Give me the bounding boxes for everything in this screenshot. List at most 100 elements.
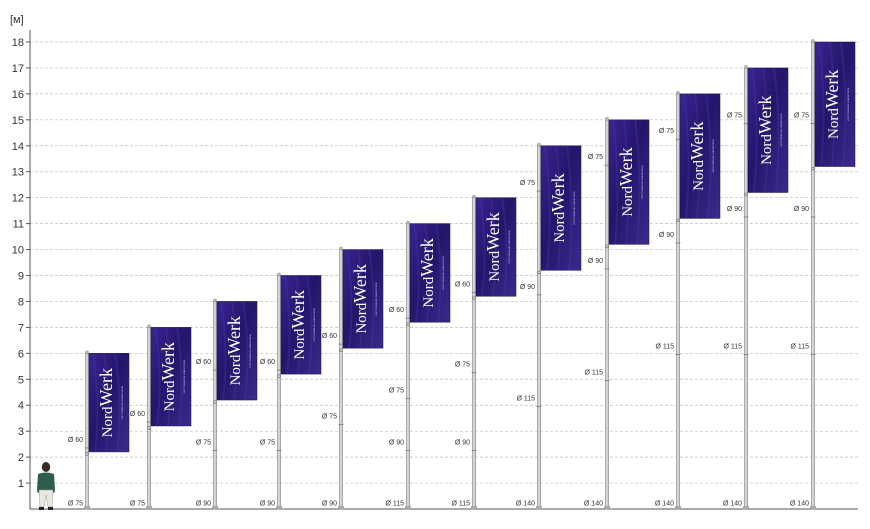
flag-ring xyxy=(811,166,815,171)
brand-logo-text: NordWerk xyxy=(288,290,308,359)
flagpole-base xyxy=(675,506,681,509)
diameter-label: Ø 115 xyxy=(385,500,404,507)
banner-flag-wave xyxy=(694,93,701,219)
banner-flag-wave xyxy=(413,223,420,323)
flagpole: Ø 140 Ø 115 Ø 90 Ø 75 NordWerk ИЗГОТОВЛЕНИЕ Ф… xyxy=(584,117,650,510)
brand-logo-part1: Nord xyxy=(620,185,636,216)
brand-logo-text: NordWerk xyxy=(417,238,437,307)
y-tick-label: 2 xyxy=(18,452,24,464)
banner-flag-wave xyxy=(612,119,619,245)
brand-logo-part2: Werk xyxy=(616,147,636,186)
brand-tagline: ИЗГОТОВЛЕНИЕ ФЛАГШТОКОВ xyxy=(508,230,511,264)
diameter-label: Ø 75 xyxy=(260,440,275,447)
diameter-label: Ø 75 xyxy=(130,500,145,507)
flagpole-finial xyxy=(406,220,410,225)
banner-flag-wave xyxy=(705,93,712,219)
banner-flag-wave xyxy=(368,249,375,349)
diameter-label: Ø 115 xyxy=(655,344,674,351)
diameter-label: Ø 90 xyxy=(794,206,809,213)
brand-logo-part2: Werk xyxy=(288,290,308,329)
banner-flag-wave xyxy=(103,353,110,453)
flag-ring xyxy=(339,348,343,352)
flag-ring xyxy=(744,192,748,197)
flagpole-base xyxy=(84,506,90,509)
banner-flag-wave xyxy=(242,301,249,401)
flagpole-shaft xyxy=(406,223,410,510)
diameter-label: Ø 90 xyxy=(322,500,337,507)
flagpole-finial xyxy=(537,142,541,147)
banner-flag-wave xyxy=(762,67,769,193)
flagpole-finial xyxy=(213,298,217,303)
diameter-label: Ø 90 xyxy=(389,440,404,447)
y-tick-label: 15 xyxy=(12,115,24,127)
flagpole: Ø 75 Ø 60 NordWerk ИЗГОТОВЛЕНИЕ ФЛАГШТОКОВ xyxy=(68,350,130,510)
banner-flag-wave xyxy=(634,119,641,245)
diameter-label: Ø 115 xyxy=(451,500,470,507)
banner-flag-wave xyxy=(829,41,836,167)
flagpole-finial xyxy=(472,194,476,199)
diameter-label: Ø 115 xyxy=(584,369,603,376)
y-tick-label: 18 xyxy=(12,37,24,49)
y-tick-label: 6 xyxy=(18,348,24,360)
y-tick-label: 1 xyxy=(18,478,24,490)
flagpole: Ø 90 Ø 75 Ø 60 NordWerk ИЗГОТОВЛЕНИЕ ФЛАГШТО… xyxy=(260,272,322,510)
brand-logo-part1: Nord xyxy=(552,211,568,242)
diameter-label: Ø 60 xyxy=(68,437,83,444)
brand-logo-part1: Nord xyxy=(162,380,178,411)
flagpole-base xyxy=(810,506,816,509)
banner-flag: NordWerk ИЗГОТОВЛЕНИЕ ФЛАГШТОКОВ xyxy=(605,119,650,249)
flagpole-base xyxy=(146,506,152,509)
flagpole: Ø 75 Ø 60 NordWerk ИЗГОТОВЛЕНИЕ ФЛАГШТОКОВ xyxy=(130,324,192,510)
banner-flag-wave xyxy=(220,301,227,401)
brand-tagline: ИЗГОТОВЛЕНИЕ ФЛАГШТОКОВ xyxy=(375,282,378,316)
standing-man-icon xyxy=(37,462,55,510)
banner-flag-cloth xyxy=(280,275,322,375)
brand-logo-part2: Werk xyxy=(548,173,568,212)
diameter-label: Ø 90 xyxy=(260,500,275,507)
y-tick-label: 9 xyxy=(18,271,24,283)
y-tick-label: 14 xyxy=(12,141,24,153)
brand-tagline: ИЗГОТОВЛЕНИЕ ФЛАГШТОКОВ xyxy=(641,165,644,199)
brand-tagline: ИЗГОТОВЛЕНИЕ ФЛАГШТОКОВ xyxy=(847,87,850,121)
banner-flag: NordWerk ИЗГОТОВЛЕНИЕ ФЛАГШТОКОВ xyxy=(811,41,856,171)
diameter-label: Ø 90 xyxy=(520,284,535,291)
diameter-label: Ø 140 xyxy=(655,500,674,507)
diameter-label: Ø 60 xyxy=(260,359,275,366)
brand-tagline: ИЗГОТОВЛЕНИЕ ФЛАГШТОКОВ xyxy=(573,191,576,225)
y-tick-label: 11 xyxy=(13,219,24,231)
banner-flag-wave xyxy=(773,67,780,193)
banner-flag-cloth xyxy=(409,223,451,323)
y-tick-label: 17 xyxy=(12,63,24,75)
flagpole-finial xyxy=(676,91,680,95)
flagpole: Ø 90 Ø 75 Ø 60 NordWerk ИЗГОТОВЛЕНИЕ ФЛАГШТО… xyxy=(322,246,384,510)
brand-logo-part2: Werk xyxy=(483,212,503,251)
banner-flag: NordWerk ИЗГОТОВЛЕНИЕ ФЛАГШТОКОВ xyxy=(213,301,258,404)
flag-ring xyxy=(676,218,680,223)
flagpole-finial xyxy=(277,272,281,277)
banner-flag-wave xyxy=(479,197,486,297)
banner-flag-wave xyxy=(424,223,431,323)
banner-flag-wave xyxy=(154,327,161,427)
diameter-label: Ø 75 xyxy=(389,388,404,395)
diameter-label: Ø 75 xyxy=(455,362,470,369)
brand-logo-part1: Nord xyxy=(421,276,437,307)
diameter-label: Ø 60 xyxy=(196,359,211,366)
diameter-label: Ø 140 xyxy=(584,500,603,507)
y-axis-unit-label: [м] xyxy=(10,14,24,26)
flagpole: Ø 140 Ø 115 Ø 90 Ø 75 NordWerk ИЗГОТОВЛЕНИЕ Ф… xyxy=(790,39,856,510)
diameter-label: Ø 90 xyxy=(455,440,470,447)
brand-tagline: ИЗГОТОВЛЕНИЕ ФЛАГШТОКОВ xyxy=(313,308,316,342)
flag-ring xyxy=(147,426,151,430)
banner-flag-wave xyxy=(566,145,573,271)
flag-ring xyxy=(213,400,217,404)
y-tick-label: 3 xyxy=(18,426,24,438)
flagpole-finial xyxy=(811,39,815,43)
banner-flag-wave xyxy=(490,197,497,297)
diameter-label: Ø 140 xyxy=(723,500,742,507)
flagpole-shaft xyxy=(339,249,343,510)
flag-ring xyxy=(537,270,541,275)
banner-flag-wave xyxy=(555,145,562,271)
banner-flag-cloth xyxy=(216,301,258,401)
